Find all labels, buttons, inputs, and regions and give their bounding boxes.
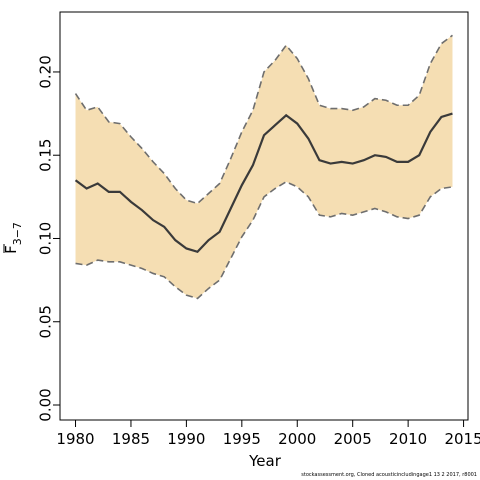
y-tick-label-0.10: 0.10: [37, 222, 55, 255]
source-footnote: stockassessment.org, Cloned acousticincl…: [301, 472, 477, 478]
y-tick-label-0.05: 0.05: [37, 305, 55, 338]
x-tick-label-2000: 2000: [278, 430, 316, 448]
x-tick-label-2005: 2005: [334, 430, 372, 448]
lower-bound-line: [75, 180, 453, 300]
plot-area: [74, 34, 453, 300]
estimate-line: [74, 112, 453, 254]
plot-frame: [59, 11, 469, 421]
x-tick-label-1985: 1985: [112, 430, 150, 448]
x-tick-label-2010: 2010: [389, 430, 427, 448]
svg-text:F3−7: F3−7: [2, 222, 24, 254]
y-axis-title-main: F: [2, 245, 20, 254]
y-tick-label-0.15: 0.15: [37, 139, 55, 172]
y-tick-label-0.20: 0.20: [37, 55, 55, 88]
x-tick-label-1995: 1995: [223, 430, 261, 448]
axes: 1980 1985 1990 1995 2000 2005 2010 2015 0.00 0.05…: [37, 11, 480, 448]
x-tick-label-2015: 2015: [444, 430, 480, 448]
upper-bound-line: [74, 34, 453, 205]
y-tick-label-0.00: 0.00: [37, 388, 55, 421]
x-tick-label-1990: 1990: [167, 430, 205, 448]
x-axis-title: Year: [248, 452, 282, 470]
x-tick-label-1980: 1980: [56, 430, 94, 448]
y-axis-title-subscript: 3−7: [11, 222, 24, 245]
y-axis-title: F3−7: [2, 222, 24, 254]
